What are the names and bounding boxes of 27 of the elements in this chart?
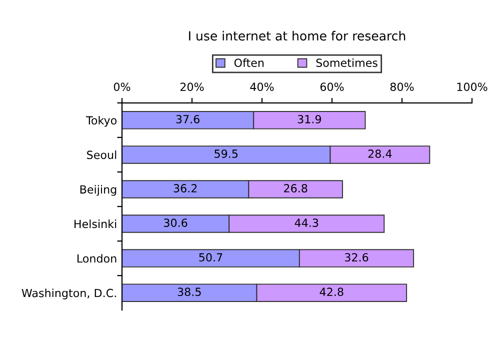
data-label: 36.2 xyxy=(174,184,197,192)
y-tick-label: Washington, D.C. xyxy=(22,288,116,300)
legend-label: Often xyxy=(234,58,264,67)
data-label: 28.4 xyxy=(368,150,392,158)
data-label: 32.6 xyxy=(344,253,368,262)
chart-title: I use internet at home for research xyxy=(189,30,406,41)
y-tick-label: Seoul xyxy=(87,150,116,160)
x-tick-label: 0% xyxy=(114,82,130,92)
x-tick-label: 40% xyxy=(250,82,274,92)
data-label: 50.7 xyxy=(199,253,222,262)
data-label: 31.9 xyxy=(298,114,322,124)
y-tick-label: Beijing xyxy=(80,185,116,196)
data-label: 42.8 xyxy=(320,288,344,296)
y-tick-label: Tokyo xyxy=(86,116,117,127)
y-tick-label: Helsinki xyxy=(74,220,116,228)
data-label: 37.6 xyxy=(176,114,200,124)
data-label: 38.5 xyxy=(178,288,201,296)
data-label: 26.8 xyxy=(284,184,308,192)
data-label: 59.5 xyxy=(214,150,238,158)
y-tick-label: London xyxy=(78,254,116,263)
x-tick-label: 60% xyxy=(320,82,344,92)
data-label: 30.6 xyxy=(164,218,188,227)
data-label: 44.3 xyxy=(294,218,318,227)
x-tick-label: 100% xyxy=(457,82,488,92)
x-tick-label: 20% xyxy=(180,82,204,92)
legend-label: Sometimes xyxy=(316,58,378,67)
x-tick-label: 80% xyxy=(390,82,414,92)
